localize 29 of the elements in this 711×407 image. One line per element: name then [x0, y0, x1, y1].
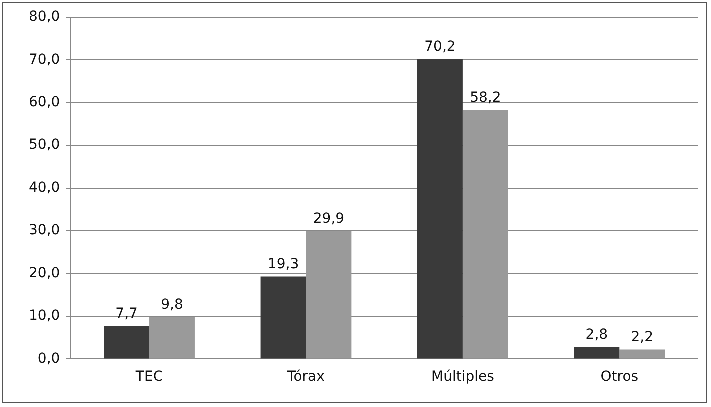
data-label: 2,8 — [586, 326, 608, 343]
bar — [306, 231, 352, 359]
bar — [417, 59, 463, 359]
bar — [462, 110, 508, 359]
bar — [104, 326, 150, 359]
y-tick-label: 70,0 — [29, 52, 60, 68]
y-tick-label: 60,0 — [29, 94, 60, 110]
y-tick-label: 40,0 — [29, 180, 60, 196]
x-tick-label: TEC — [134, 369, 164, 386]
data-label: 2,2 — [631, 329, 654, 346]
x-tick-label: Tórax — [286, 369, 325, 386]
y-tick-label: 30,0 — [29, 222, 60, 239]
data-label: 58,2 — [470, 90, 502, 106]
bar — [260, 276, 306, 359]
data-label: 29,9 — [313, 211, 345, 228]
y-tick-label: 10,0 — [29, 308, 60, 324]
y-tick-label: 20,0 — [29, 265, 60, 282]
y-tick-label: 0,0 — [38, 350, 60, 367]
bar — [150, 317, 195, 359]
bar — [574, 347, 620, 359]
x-tick-label: Otros — [600, 369, 639, 386]
data-label: 7,7 — [116, 306, 138, 322]
data-label: 19,3 — [268, 256, 300, 272]
bar — [620, 350, 666, 359]
x-tick-label: Múltiples — [431, 369, 494, 386]
y-tick-label: 80,0 — [29, 9, 60, 26]
data-label: 9,8 — [161, 296, 184, 313]
data-label: 70,2 — [424, 38, 456, 55]
y-tick-label: 50,0 — [29, 137, 60, 154]
